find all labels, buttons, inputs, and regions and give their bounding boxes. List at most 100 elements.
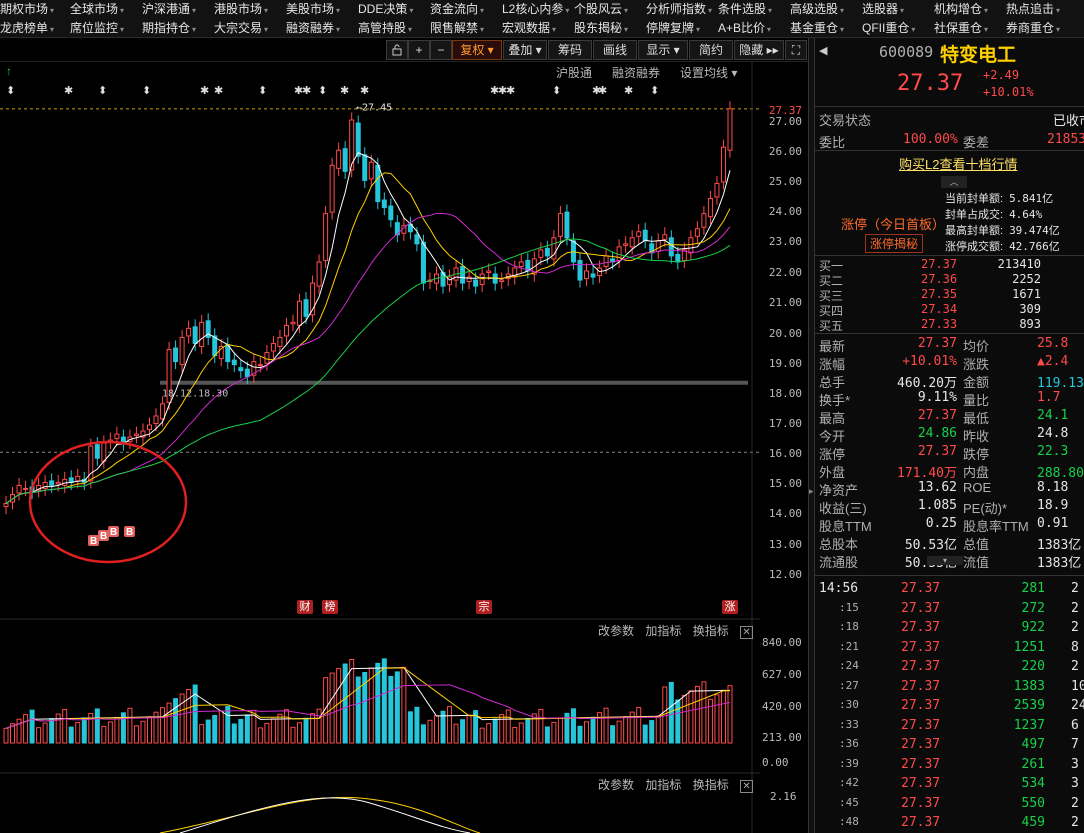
event-cai-marker[interactable]: 财 — [297, 600, 313, 614]
rongzi-link[interactable]: 融资融券 — [612, 66, 661, 80]
info-mark-icon[interactable]: ✱ — [598, 85, 608, 97]
info-mark-icon[interactable]: ✱ — [498, 85, 508, 97]
info-mark-icon[interactable]: ⬍ — [142, 85, 152, 97]
orderbook-row[interactable]: 买三 27.35 1671 — [815, 287, 1084, 303]
menu-item[interactable]: 条件选股 ▾ — [718, 2, 773, 16]
menu-item[interactable]: QFII重仓 ▾ — [862, 21, 916, 35]
info-mark-icon[interactable]: ⬍ — [318, 85, 328, 97]
menu-item[interactable]: 融资融券 ▾ — [286, 21, 341, 35]
volume-bar — [290, 726, 296, 744]
volume-bar — [420, 724, 426, 744]
gaicanshu-button[interactable]: 改参数 — [598, 624, 635, 638]
info-mark-icon[interactable]: ⬍ — [650, 85, 660, 97]
info-mark-icon[interactable]: ⬍ — [258, 85, 268, 97]
menu-item[interactable]: 高级选股 ▾ — [790, 2, 845, 16]
menu-item[interactable]: 机构增仓 ▾ — [934, 2, 989, 16]
menu-item[interactable]: 沪深港通 ▾ — [142, 2, 197, 16]
menu-item[interactable]: 大宗交易 ▾ — [214, 21, 269, 35]
set-ma-link[interactable]: 设置均线 ▾ — [680, 66, 738, 80]
yincang-button[interactable]: 隐藏 ▸▸ — [734, 40, 784, 60]
menu-item[interactable]: 席位监控 ▾ — [70, 21, 125, 35]
menu-item[interactable]: 社保重仓 ▾ — [934, 21, 989, 35]
chouma-button[interactable]: 筹码 — [548, 40, 592, 60]
menu-item[interactable]: 高管持股 ▾ — [358, 21, 413, 35]
info-mark-icon[interactable]: ✱ — [624, 85, 634, 97]
info-mark-icon[interactable]: ✱ — [592, 85, 602, 97]
menu-item[interactable]: 券商重仓 ▾ — [1006, 21, 1061, 35]
splitter-arrow-icon[interactable]: ▸ — [809, 486, 814, 496]
buy-mark-label: B — [90, 536, 97, 547]
menu-item[interactable]: 资金流向 ▾ — [430, 2, 485, 16]
event-zong-marker[interactable]: 宗 — [476, 600, 492, 614]
menu-item[interactable]: 期权市场 ▾ — [0, 2, 55, 16]
diejia-button[interactable]: 叠加 ▾ — [503, 40, 547, 60]
huanzhibiao-button[interactable]: 换指标 — [692, 624, 729, 638]
collapse-up-icon[interactable]: ︿ — [941, 176, 967, 188]
menu-item[interactable]: 全球市场 ▾ — [70, 2, 125, 16]
hugutong-link[interactable]: 沪股通 — [556, 66, 593, 80]
info-mark-icon[interactable]: ✱ — [294, 85, 304, 97]
info-mark-icon[interactable]: ⬍ — [6, 85, 16, 97]
info-mark-icon[interactable]: ⬍ — [98, 85, 108, 97]
info-mark-icon[interactable]: ✱ — [64, 85, 74, 97]
menu-item[interactable]: 热点追击 ▾ — [1006, 2, 1061, 16]
close-icon-2[interactable]: ✕ — [740, 780, 754, 793]
jiazhibiao-button[interactable]: 加指标 — [645, 624, 682, 638]
info-mark-icon[interactable]: ✱ — [360, 85, 370, 97]
info-mark-icon[interactable]: ✱ — [506, 85, 516, 97]
info-mark-icon[interactable]: ✱ — [340, 85, 350, 97]
menu-item[interactable]: 美股市场 ▾ — [286, 2, 341, 16]
info-mark-icon[interactable]: ✱ — [200, 85, 210, 97]
orderbook-row[interactable]: 买二 27.36 2252 — [815, 272, 1084, 288]
menu-item[interactable]: 龙虎榜单 ▾ — [0, 21, 55, 35]
menu-item[interactable]: 限售解禁 ▾ — [430, 21, 485, 35]
volume-bar — [238, 718, 244, 744]
info-mark-icon[interactable]: ✱ — [214, 85, 224, 97]
lock-icon[interactable] — [386, 40, 408, 60]
event-bang-marker[interactable]: 榜 — [322, 600, 338, 614]
info-mark-icon[interactable]: ✱ — [302, 85, 312, 97]
jiazhibiao-button-2[interactable]: 加指标 — [645, 778, 682, 792]
menu-item[interactable]: 选股器 ▾ — [862, 2, 905, 16]
orderbook-row[interactable]: 买一 27.37 213410 — [815, 257, 1084, 273]
collapse-down-icon[interactable]: ▾ — [927, 556, 963, 565]
limit-detail-button[interactable]: 涨停揭秘 — [865, 234, 924, 253]
info-mark-icon[interactable]: ✱ — [490, 85, 500, 97]
candle-body — [310, 282, 316, 316]
menu-item[interactable]: 宏观数据 ▾ — [502, 21, 557, 35]
plus-icon[interactable]: + — [408, 40, 430, 60]
candle-body — [36, 484, 42, 491]
indicator2-bar: 改参数 加指标 换指标 ✕ — [590, 776, 754, 793]
menu-item[interactable]: 个股风云 ▾ — [574, 2, 629, 16]
menu-item[interactable]: DDE决策 ▾ — [358, 2, 414, 16]
expand-icon[interactable]: ⛶ — [785, 40, 807, 60]
orderbook-row[interactable]: 买五 27.33 893 — [815, 317, 1084, 333]
menu-item[interactable]: 股东揭秘 ▾ — [574, 21, 629, 35]
menu-item[interactable]: 期指持仓 ▾ — [142, 21, 197, 35]
menu-item[interactable]: 基金重仓 ▾ — [790, 21, 845, 35]
huanzhibiao-button-2[interactable]: 换指标 — [692, 778, 729, 792]
close-icon[interactable]: ✕ — [740, 626, 754, 639]
panel-splitter[interactable]: ▸ — [808, 38, 814, 833]
menu-item[interactable]: 港股市场 ▾ — [214, 2, 269, 16]
jianyue-button[interactable]: 简约 — [689, 40, 733, 60]
info-mark-icon[interactable]: ⬍ — [552, 85, 562, 97]
ob-level: 买五 — [819, 319, 844, 333]
quote-value: 24.1 — [1037, 408, 1069, 423]
orderbook-row[interactable]: 买四 27.34 309 — [815, 302, 1084, 318]
menu-item[interactable]: L2核心内参 ▾ — [502, 2, 570, 16]
menu-item[interactable]: A+B比价 ▾ — [718, 21, 772, 35]
xianshi-button[interactable]: 显示 ▾ — [638, 40, 688, 60]
minus-icon[interactable]: − — [430, 40, 452, 60]
l2-link[interactable]: 购买L2查看十档行情 — [899, 157, 1018, 172]
quote-label: 最高 — [819, 411, 846, 426]
event-zhang-marker[interactable]: 涨 — [722, 600, 738, 614]
fuquan-button[interactable]: 复权 ▾ — [452, 40, 502, 60]
gaicanshu-button-2[interactable]: 改参数 — [598, 778, 635, 792]
back-arrow-icon[interactable]: ◀ — [819, 45, 828, 57]
kline-chart-panel[interactable]: + − 复权 ▾ 叠加 ▾ 筹码 画线 显示 ▾ 简约 隐藏 ▸▸ ⛶ ↑ 沪股… — [0, 38, 808, 833]
volume-bar — [244, 714, 250, 744]
menu-item[interactable]: 停牌复牌 ▾ — [646, 21, 701, 35]
huaxian-button[interactable]: 画线 — [593, 40, 637, 60]
menu-item[interactable]: 分析师指数 ▾ — [646, 2, 713, 16]
